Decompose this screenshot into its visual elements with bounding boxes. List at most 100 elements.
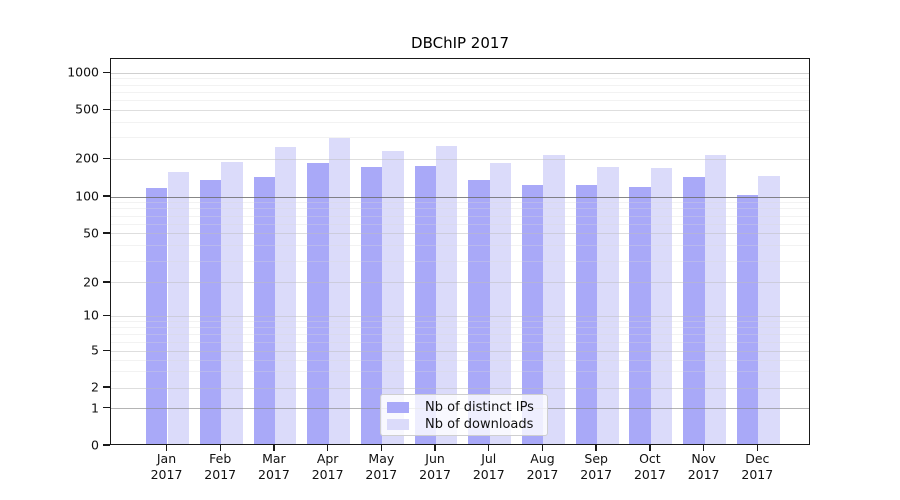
legend-row-distinct-ips: Nb of distinct IPs xyxy=(387,399,547,416)
y-tick-50 xyxy=(103,232,110,234)
bar-distinct-ips-jan xyxy=(146,187,168,444)
gridline-minor-600 xyxy=(111,100,809,102)
y-tick-label-500: 500 xyxy=(75,101,99,117)
x-tick-oct xyxy=(649,445,651,451)
x-label-month: Sep xyxy=(584,451,608,466)
x-tick-feb xyxy=(219,445,221,451)
bar-distinct-ips-sep xyxy=(575,184,598,444)
x-tick-label-nov: Nov 2017 xyxy=(672,451,736,482)
bar-downloads-jul xyxy=(489,163,512,444)
y-tick-label-0: 0 xyxy=(91,437,99,453)
x-tick-aug xyxy=(541,445,544,451)
legend-swatch-downloads xyxy=(387,419,409,430)
bar-distinct-ips-aug xyxy=(522,185,544,444)
gridline-1000 xyxy=(111,72,809,74)
gridline-minor-700 xyxy=(111,91,809,93)
x-tick-label-may: May 2017 xyxy=(349,451,413,482)
bar-distinct-ips-jul xyxy=(468,179,490,444)
gridline-100 xyxy=(111,196,809,198)
x-label-year: 2017 xyxy=(633,466,666,482)
gridline-minor-80 xyxy=(111,208,809,210)
x-tick-label-jul: Jul 2017 xyxy=(457,451,521,482)
gridline-200 xyxy=(111,158,809,160)
x-label-month: Apr xyxy=(316,451,339,466)
bar-distinct-ips-jun xyxy=(414,165,437,444)
bar-distinct-ips-feb xyxy=(199,180,222,444)
x-tick-jun xyxy=(434,445,436,451)
x-label-month: Mar xyxy=(262,451,286,466)
y-tick-1000 xyxy=(103,71,110,73)
bar-distinct-ips-nov xyxy=(683,177,705,444)
x-label-year: 2017 xyxy=(365,466,398,482)
gridline-minor-30 xyxy=(111,260,809,262)
x-tick-label-jun: Jun 2017 xyxy=(403,451,467,482)
bar-downloads-aug xyxy=(543,155,565,444)
y-tick-label-5: 5 xyxy=(91,342,99,358)
gridline-50 xyxy=(111,233,809,235)
x-tick-label-oct: Oct 2017 xyxy=(618,451,682,482)
bar-downloads-apr xyxy=(328,137,351,444)
legend-row-downloads: Nb of downloads xyxy=(387,416,547,433)
bar-downloads-may xyxy=(382,150,404,444)
bar-distinct-ips-oct xyxy=(629,187,651,444)
y-tick-label-100: 100 xyxy=(75,188,99,204)
x-tick-label-sep: Sep 2017 xyxy=(564,451,628,482)
x-label-year: 2017 xyxy=(580,466,613,482)
gridline-minor-90 xyxy=(111,202,809,204)
x-tick-label-mar: Mar 2017 xyxy=(242,451,306,482)
y-tick-2 xyxy=(103,386,110,388)
x-label-year: 2017 xyxy=(526,466,559,482)
x-label-month: Nov xyxy=(691,451,716,466)
y-tick-500 xyxy=(103,108,110,111)
bar-downloads-jan xyxy=(167,172,189,444)
x-label-year: 2017 xyxy=(687,466,720,482)
gridline-minor-70 xyxy=(111,215,809,217)
x-tick-may xyxy=(380,445,383,451)
y-tick-100 xyxy=(103,195,110,197)
gridline-5 xyxy=(111,350,809,352)
gridline-10 xyxy=(111,315,809,317)
bar-downloads-jun xyxy=(436,146,458,444)
x-tick-nov xyxy=(702,445,705,451)
bar-downloads-sep xyxy=(597,166,619,444)
bar-downloads-feb xyxy=(221,161,243,444)
legend-label-downloads: Nb of downloads xyxy=(425,417,534,432)
x-tick-label-apr: Apr 2017 xyxy=(296,451,360,482)
bar-downloads-mar xyxy=(274,146,297,444)
x-label-month: Aug xyxy=(530,451,555,466)
bar-distinct-ips-mar xyxy=(253,176,275,444)
gridline-minor-7 xyxy=(111,333,809,335)
gridline-minor-800 xyxy=(111,84,809,86)
x-label-year: 2017 xyxy=(150,466,183,482)
y-tick-label-10: 10 xyxy=(83,307,99,323)
x-label-month: May xyxy=(368,451,395,466)
gridline-minor-6 xyxy=(111,341,809,343)
gridline-minor-60 xyxy=(111,223,809,225)
chart-title: DBChIP 2017 xyxy=(411,34,509,52)
bar-downloads-nov xyxy=(704,155,726,444)
gridline-minor-4 xyxy=(111,359,809,361)
y-tick-20 xyxy=(103,281,110,283)
plot-area: Nb of distinct IPs Nb of downloads xyxy=(110,58,810,445)
x-label-year: 2017 xyxy=(204,466,237,482)
x-label-month: Oct xyxy=(639,451,661,466)
y-tick-10 xyxy=(103,314,110,317)
gridline-minor-3 xyxy=(111,371,809,373)
y-tick-label-20: 20 xyxy=(83,274,99,290)
x-tick-apr xyxy=(326,445,329,451)
y-tick-label-2: 2 xyxy=(91,379,99,395)
y-tick-label-50: 50 xyxy=(83,225,99,241)
bar-downloads-oct xyxy=(650,168,673,444)
gridline-500 xyxy=(111,109,809,111)
x-label-year: 2017 xyxy=(311,466,344,482)
gridline-minor-8 xyxy=(111,327,809,329)
x-tick-label-jan: Jan 2017 xyxy=(135,451,199,482)
y-tick-5 xyxy=(103,349,110,352)
x-tick-jul xyxy=(488,445,490,451)
x-label-month: Feb xyxy=(209,451,232,466)
legend-swatch-distinct-ips xyxy=(387,402,409,413)
x-tick-jan xyxy=(165,445,168,451)
y-tick-label-1000: 1000 xyxy=(67,64,99,80)
y-tick-200 xyxy=(103,157,110,160)
x-label-year: 2017 xyxy=(741,466,774,482)
